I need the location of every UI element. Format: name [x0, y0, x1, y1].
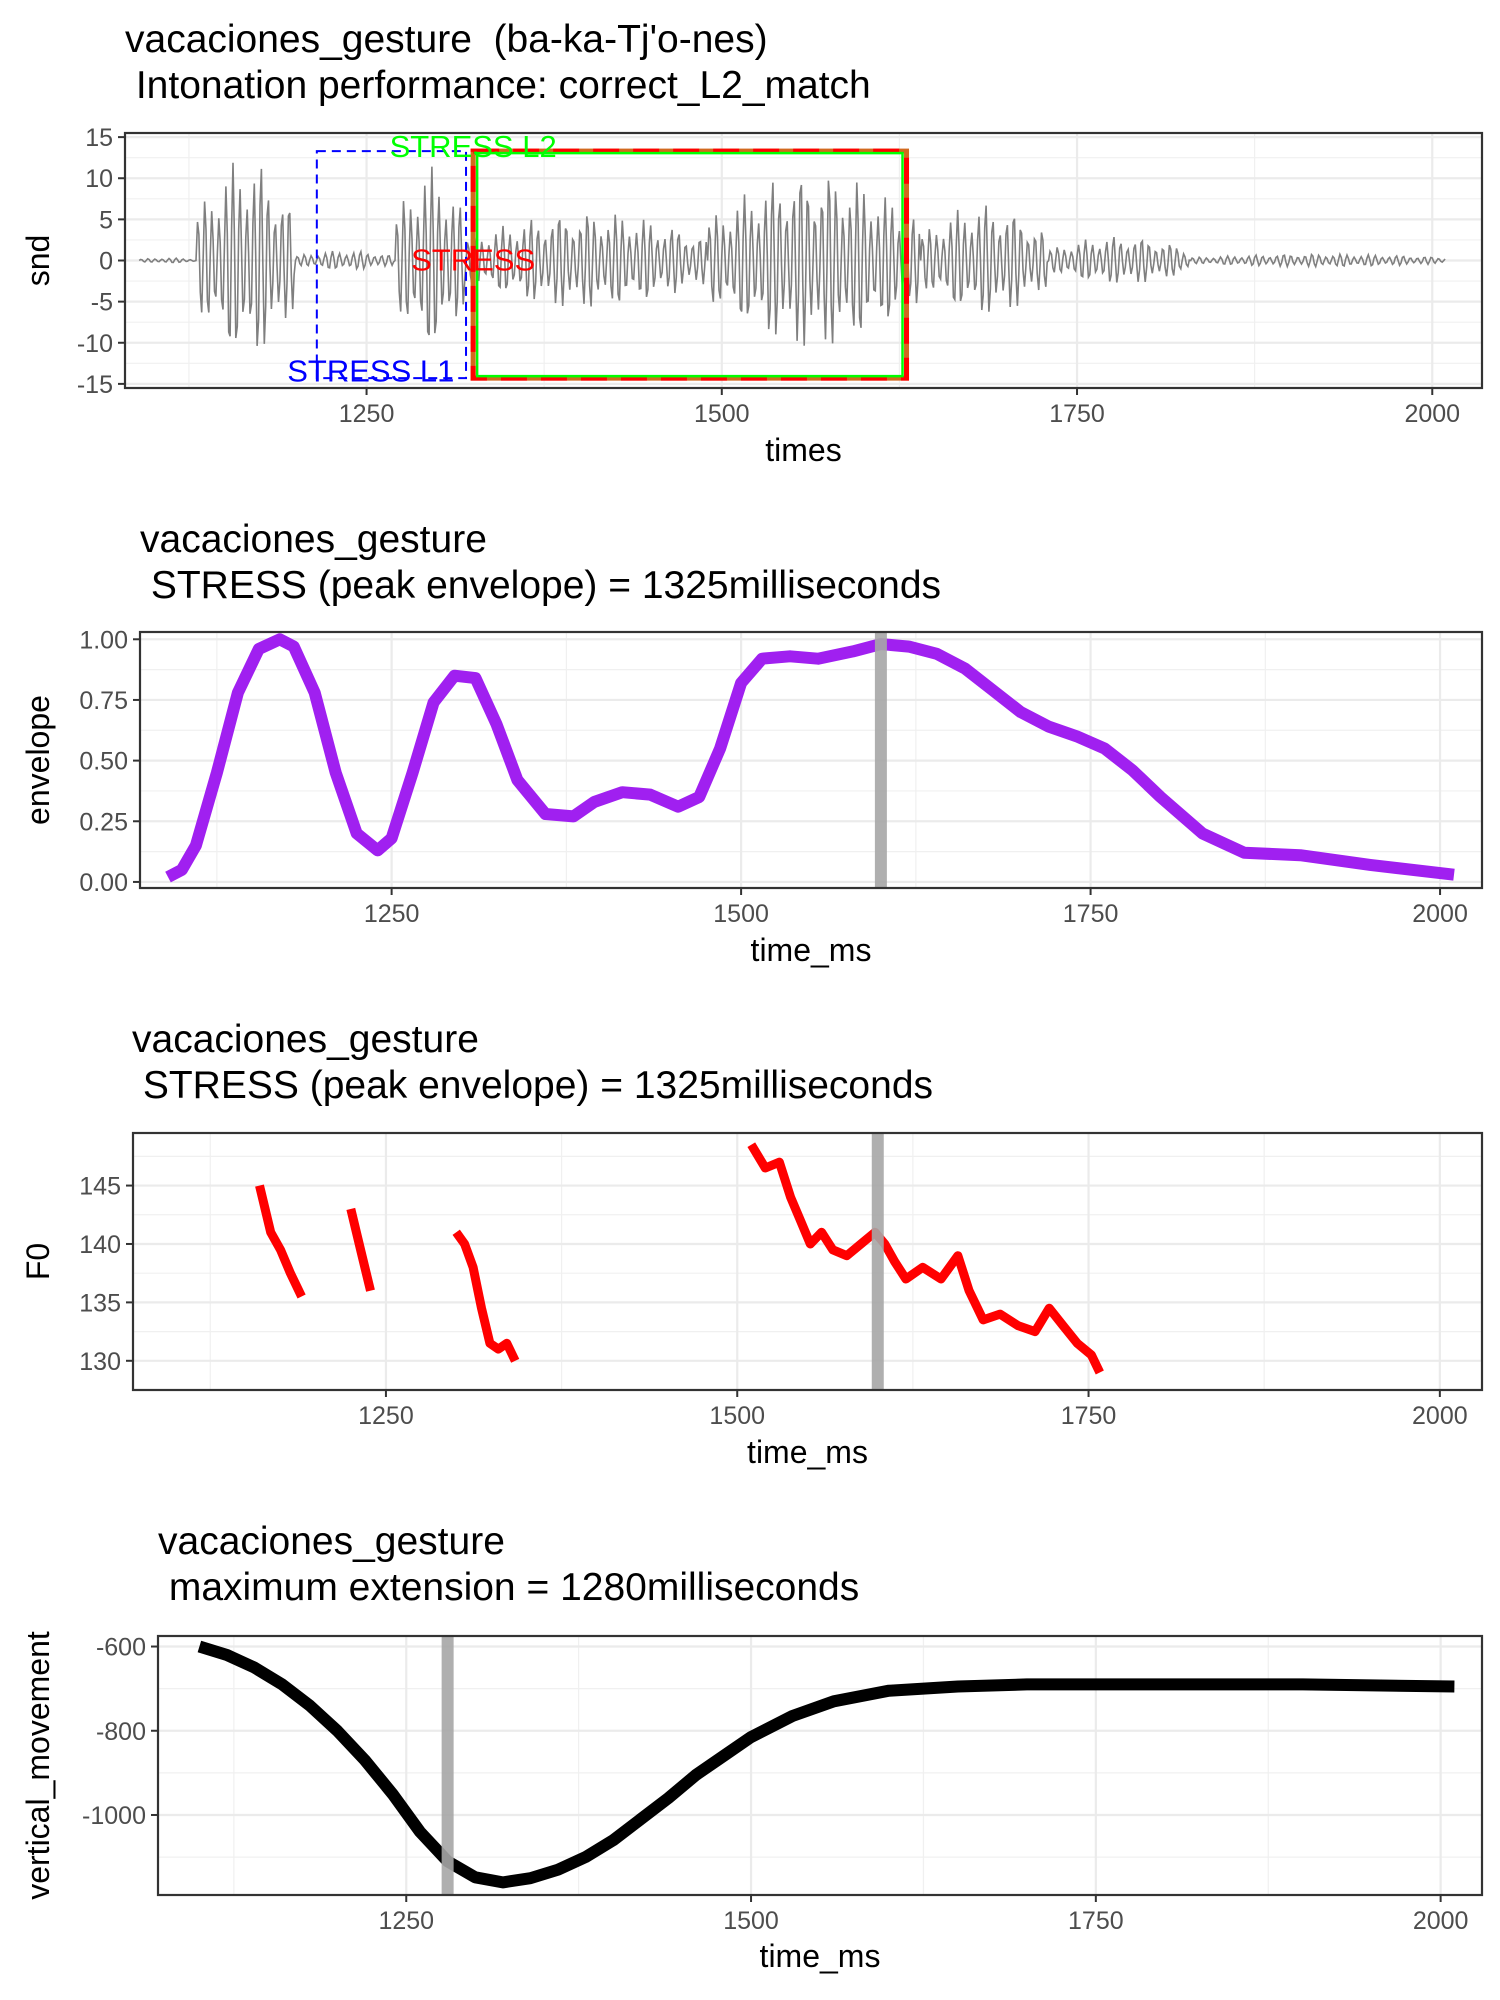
- movement-x-tick-label: 1500: [723, 1907, 779, 1935]
- movement-y-tick-label: -1000: [82, 1802, 146, 1830]
- stress-l1-box: [315, 150, 468, 380]
- envelope-series-line-1: [165, 633, 1455, 883]
- waveform-y-tick-label: -15: [77, 371, 113, 399]
- waveform-title-line1: vacaciones_gesture (ba-ka-Tj'o-nes): [125, 18, 768, 61]
- movement-y-tick-label: -800: [96, 1718, 146, 1746]
- waveform-x-tick-label: 1250: [339, 400, 395, 428]
- f0-x-axis-label: time_ms: [747, 1434, 868, 1470]
- f0-x-tick-label: 2000: [1412, 1402, 1468, 1430]
- waveform-x-tick-label: 1750: [1049, 400, 1105, 428]
- waveform-y-tick-label: 0: [99, 248, 113, 276]
- f0-y-tick-label: 130: [79, 1348, 121, 1376]
- movement-x-tick-label: 2000: [1413, 1907, 1469, 1935]
- envelope-panel-border: [138, 630, 1484, 890]
- f0-series-line-3: [452, 1229, 520, 1363]
- movement-title-line1: vacaciones_gesture: [158, 1520, 505, 1563]
- movement-series-line-1: [197, 1640, 1455, 1889]
- waveform-y-tick-label: 10: [85, 165, 113, 193]
- movement-title-line2: maximum extension = 1280milliseconds: [158, 1566, 860, 1609]
- movement-x-axis-label: time_ms: [760, 1938, 881, 1974]
- envelope-x-tick-label: 1250: [364, 900, 420, 928]
- envelope-y-axis-label: envelope: [20, 695, 56, 825]
- envelope-x-tick-label: 2000: [1412, 900, 1468, 928]
- movement-panel: vacaciones_gesture maximum extension = 1…: [0, 1490, 1500, 2000]
- envelope-x-tick-label: 1750: [1063, 900, 1119, 928]
- waveform-y-tick-label: -5: [91, 289, 113, 317]
- stress-l1-label: STRESS L1: [287, 354, 454, 389]
- stress-l2-inner-outline: [475, 151, 904, 378]
- f0-panel-border: [131, 1131, 1484, 1392]
- f0-series-line-1: [255, 1184, 306, 1299]
- f0-y-tick-label: 145: [79, 1173, 121, 1201]
- envelope-y-tick-label: 0.00: [79, 869, 128, 897]
- waveform-y-tick-label: -10: [77, 330, 113, 358]
- waveform-panel: vacaciones_gesture (ba-ka-Tj'o-nes) Into…: [0, 0, 1500, 490]
- envelope-panel: vacaciones_gesture STRESS (peak envelope…: [0, 490, 1500, 990]
- waveform-y-tick-label: 5: [99, 206, 113, 234]
- waveform-title-line2: Intonation performance: correct_L2_match: [125, 64, 871, 107]
- waveform-x-axis-label: times: [765, 432, 841, 468]
- movement-x-tick-label: 1250: [378, 1907, 434, 1935]
- f0-x-tick-label: 1750: [1061, 1402, 1117, 1430]
- waveform-x-tick-label: 1500: [694, 400, 750, 428]
- f0-x-tick-label: 1500: [709, 1402, 765, 1430]
- waveform-panel-border: [123, 131, 1484, 390]
- f0-panel: vacaciones_gesture STRESS (peak envelope…: [0, 990, 1500, 1490]
- waveform-chart: 1250 1500 1750 2000 -15 -10 -5 0 5 10 15 times snd ST…: [20, 124, 1484, 468]
- f0-series-line-2: [346, 1207, 375, 1292]
- envelope-title-line1: vacaciones_gesture: [140, 518, 487, 561]
- f0-title-line1: vacaciones_gesture: [132, 1018, 479, 1061]
- movement-x-tick-label: 1750: [1068, 1907, 1124, 1935]
- f0-plot-area: [133, 1133, 1482, 1390]
- envelope-x-axis-label: time_ms: [751, 932, 872, 968]
- f0-x-tick-label: 1250: [358, 1402, 414, 1430]
- f0-y-tick-label: 140: [79, 1231, 121, 1259]
- stress-box: [470, 148, 910, 381]
- envelope-y-tick-label: 0.75: [79, 687, 128, 715]
- waveform-line: [138, 162, 1446, 346]
- movement-panel-border: [156, 1634, 1484, 1897]
- movement-y-tick-label: -600: [96, 1634, 146, 1662]
- f0-series-line-4: [747, 1142, 1104, 1375]
- stress-label: STRESS: [411, 243, 535, 278]
- f0-y-tick-label: 135: [79, 1289, 121, 1317]
- movement-y-axis-label: vertical_movement: [20, 1631, 56, 1900]
- movement-plot-area: [158, 1636, 1482, 1895]
- envelope-y-tick-label: 1.00: [79, 626, 128, 654]
- envelope-x-tick-label: 1500: [713, 900, 769, 928]
- f0-title-line2: STRESS (peak envelope) = 1325millisecond…: [132, 1064, 934, 1107]
- f0-y-axis-label: F0: [20, 1243, 56, 1280]
- waveform-y-axis-label: snd: [20, 235, 56, 287]
- envelope-title-line2: STRESS (peak envelope) = 1325millisecond…: [140, 564, 942, 607]
- envelope-y-tick-label: 0.50: [79, 748, 128, 776]
- waveform-y-tick-label: 15: [85, 124, 113, 152]
- stress-l2-label: STRESS L2: [390, 129, 557, 164]
- waveform-x-tick-label: 2000: [1404, 400, 1460, 428]
- envelope-y-tick-label: 0.25: [79, 808, 128, 836]
